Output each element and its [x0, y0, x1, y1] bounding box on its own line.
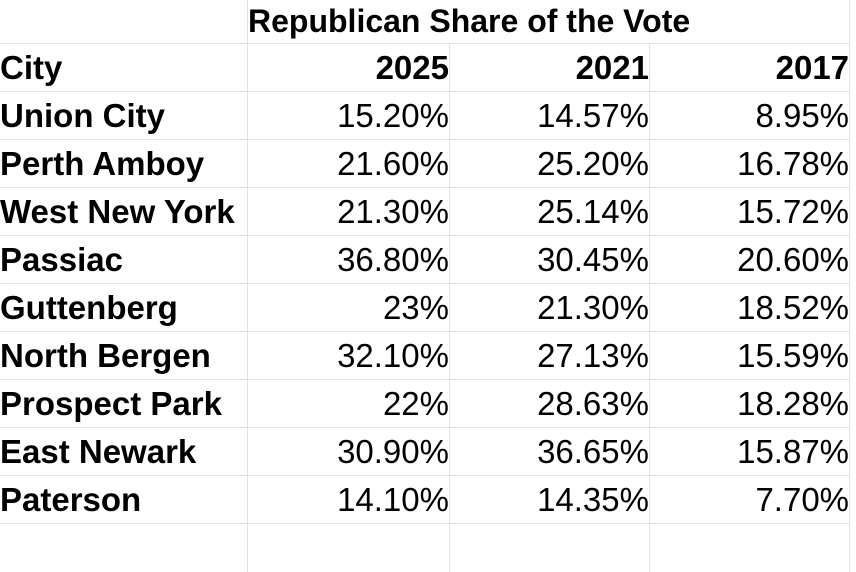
cell-2017[interactable]: 7.70% [650, 476, 851, 524]
cell-2021[interactable]: 21.30% [450, 284, 650, 332]
column-header-2017[interactable]: 2017 [650, 44, 851, 92]
empty-cell[interactable] [248, 524, 450, 572]
cell-2025[interactable]: 36.80% [248, 236, 450, 284]
cell-2021[interactable]: 25.20% [450, 140, 650, 188]
cell-2025[interactable]: 21.30% [248, 188, 450, 236]
cell-city[interactable]: West New York [0, 188, 248, 236]
table-row: Perth Amboy 21.60% 25.20% 16.78% [0, 140, 851, 188]
cell-2017[interactable]: 20.60% [650, 236, 851, 284]
cell-city[interactable]: East Newark [0, 428, 248, 476]
cell-2017[interactable]: 15.59% [650, 332, 851, 380]
cell-2017[interactable]: 18.52% [650, 284, 851, 332]
title-row: Republican Share of the Vote [0, 0, 851, 44]
table-row: East Newark 30.90% 36.65% 15.87% [0, 428, 851, 476]
cell-2025[interactable]: 21.60% [248, 140, 450, 188]
column-header-city[interactable]: City [0, 44, 248, 92]
cell-city[interactable]: Prospect Park [0, 380, 248, 428]
cell-2017[interactable]: 16.78% [650, 140, 851, 188]
cell-2021[interactable]: 28.63% [450, 380, 650, 428]
header-row: City 2025 2021 2017 [0, 44, 851, 92]
cell-2017[interactable]: 15.87% [650, 428, 851, 476]
cell-2021[interactable]: 30.45% [450, 236, 650, 284]
empty-cell[interactable] [0, 524, 248, 572]
table-row: Paterson 14.10% 14.35% 7.70% [0, 476, 851, 524]
cell-2017[interactable]: 8.95% [650, 92, 851, 140]
cell-2025[interactable]: 15.20% [248, 92, 450, 140]
cell-2017[interactable]: 15.72% [650, 188, 851, 236]
empty-corner-cell[interactable] [0, 0, 248, 44]
cell-city[interactable]: North Bergen [0, 332, 248, 380]
table-row-partial [0, 524, 851, 572]
table-row: Prospect Park 22% 28.63% 18.28% [0, 380, 851, 428]
cell-2021[interactable]: 14.57% [450, 92, 650, 140]
cell-2017[interactable]: 18.28% [650, 380, 851, 428]
table-row: Union City 15.20% 14.57% 8.95% [0, 92, 851, 140]
cell-city[interactable]: Perth Amboy [0, 140, 248, 188]
cell-2025[interactable]: 32.10% [248, 332, 450, 380]
table-row: West New York 21.30% 25.14% 15.72% [0, 188, 851, 236]
table-title[interactable]: Republican Share of the Vote [248, 0, 851, 44]
cell-2021[interactable]: 25.14% [450, 188, 650, 236]
cell-city[interactable]: Passiac [0, 236, 248, 284]
cell-city[interactable]: Union City [0, 92, 248, 140]
empty-cell[interactable] [450, 524, 650, 572]
table-row: Passiac 36.80% 30.45% 20.60% [0, 236, 851, 284]
cell-2025[interactable]: 22% [248, 380, 450, 428]
table-row: Guttenberg 23% 21.30% 18.52% [0, 284, 851, 332]
cell-city[interactable]: Guttenberg [0, 284, 248, 332]
cell-2025[interactable]: 30.90% [248, 428, 450, 476]
cell-city[interactable]: Paterson [0, 476, 248, 524]
empty-cell[interactable] [650, 524, 851, 572]
cell-2021[interactable]: 36.65% [450, 428, 650, 476]
column-header-2025[interactable]: 2025 [248, 44, 450, 92]
cell-2025[interactable]: 14.10% [248, 476, 450, 524]
cell-2025[interactable]: 23% [248, 284, 450, 332]
cell-2021[interactable]: 14.35% [450, 476, 650, 524]
table-row: North Bergen 32.10% 27.13% 15.59% [0, 332, 851, 380]
column-header-2021[interactable]: 2021 [450, 44, 650, 92]
cell-2021[interactable]: 27.13% [450, 332, 650, 380]
